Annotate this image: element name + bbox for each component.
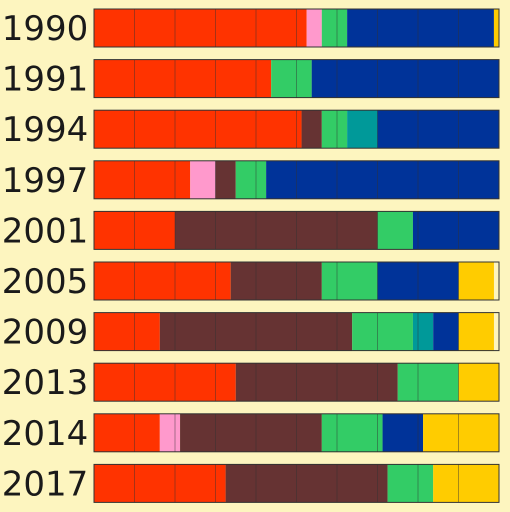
bar-outline [93,261,500,301]
bar-segment-brown [175,211,378,250]
bar-row-2001: 2001 [2,210,500,251]
bar-segment-green [271,59,312,98]
year-label: 1991 [2,60,89,100]
bar-outline [93,210,500,250]
bar-segment-yellow [458,262,494,300]
bar-segment-green [352,312,413,351]
bar-segment-green [321,413,383,452]
bar-outline [93,413,500,453]
rows: 1990 1991 1994 1997 2001 2005 2009 2013 2014 2017 [2,8,500,504]
bar-segment-brown [301,110,322,149]
year-label: 1997 [2,161,89,201]
bar-outline [93,160,500,200]
bar-segment-yellow [423,413,499,452]
bar-segment-red [94,160,191,199]
bar-outline [93,463,500,503]
bar-segment-yellow [493,9,499,47]
bar-segment-teal [347,110,378,149]
bar-segment-brown [215,160,236,199]
bar-segment-pink [190,160,216,199]
bar-segment-red [94,59,272,98]
bar-segment-red [94,413,160,452]
bar-segment-red [94,110,302,149]
bar-segment-yellow [458,312,494,351]
bar-segment-brown [235,363,398,402]
bar-segment-blue [266,160,499,199]
bar-outline [93,109,500,149]
bar-outline [93,8,500,48]
bar-segment-green [321,262,378,300]
bar-row-1990: 1990 [2,8,500,49]
bar-segment-green [235,160,267,199]
bar-segment-blue [347,9,494,47]
bar-segment-green [397,363,459,402]
bar-segment-brown [180,413,322,452]
bar-row-1991: 1991 [2,59,500,100]
bar-segment-brown [230,262,322,300]
bar-outline [93,312,500,352]
bar-segment-brown [225,464,388,503]
year-label: 2005 [2,262,89,302]
bar-outline [93,59,500,99]
bar-segment-green [321,9,348,47]
bar-segment-pink [159,413,181,452]
bar-row-2005: 2005 [2,261,500,302]
year-label: 1994 [2,110,89,150]
bar-segment-blue [311,59,499,98]
bar-row-2014: 2014 [2,413,500,454]
bar-segment-green [377,211,413,250]
bar-row-1997: 1997 [2,160,500,201]
bar-outline [93,362,500,402]
bar-segment-yellow [458,363,499,402]
bar-segment-yellow [433,464,499,503]
bar-segment-blue [433,312,459,351]
bar-segment-blue [412,211,499,250]
bar-row-2013: 2013 [2,362,500,403]
year-label: 1990 [2,9,89,49]
bar-segment-teal [412,312,434,351]
bar-segment-pink [306,9,322,47]
bar-row-2009: 2009 [2,312,500,353]
year-label: 2009 [2,313,89,353]
bar-segment-red [94,9,307,47]
year-label: 2013 [2,363,89,403]
bar-segment-red [94,312,160,351]
year-label: 2001 [2,211,89,251]
bar-segment-blue [382,413,424,452]
bar-segment-blue [377,110,499,149]
bar-row-1994: 1994 [2,109,500,150]
year-label: 2014 [2,414,89,454]
bar-segment-green [321,110,348,149]
bar-row-2017: 2017 [2,463,500,504]
bar-segment-green [387,464,434,503]
bar-segment-red [94,262,231,300]
bar-segment-red [94,363,236,402]
year-label: 2017 [2,464,89,504]
bar-segment-red [94,464,226,503]
